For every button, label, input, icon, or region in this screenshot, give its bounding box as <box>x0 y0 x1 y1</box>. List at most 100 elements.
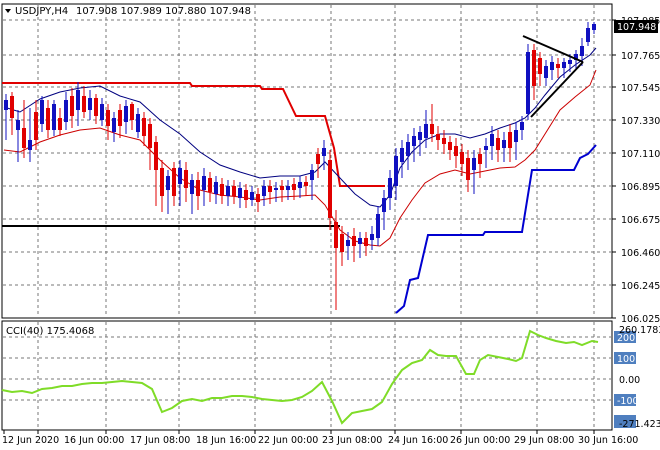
triangle-lower-line <box>530 61 584 118</box>
cci-line <box>1 329 599 425</box>
symbol-label: USDJPY,H4 <box>15 6 68 17</box>
candle-body <box>178 168 182 184</box>
time-label: 24 Jun 16:00 <box>388 435 448 446</box>
candle-body <box>142 118 146 136</box>
cci-max-label: 260.1783 <box>619 325 660 336</box>
candle-body <box>454 146 458 156</box>
candle-body <box>64 100 68 122</box>
candle-body <box>544 66 548 78</box>
main-panel[interactable] <box>1 3 613 319</box>
candle-body <box>94 98 98 116</box>
candle-body <box>382 198 386 212</box>
candle-body <box>538 58 542 74</box>
candle-body <box>334 222 338 248</box>
price-tick-label: 106.675 <box>621 215 660 226</box>
candle-body <box>202 176 206 190</box>
current-price-box <box>614 20 658 33</box>
candle-body <box>160 168 164 196</box>
candle-body <box>298 182 302 188</box>
candle-body <box>100 104 104 120</box>
candle-body <box>370 234 374 240</box>
candle-body <box>586 28 590 42</box>
upper-channel-line <box>2 82 385 187</box>
candle-body <box>592 24 596 30</box>
candle-body <box>442 138 446 144</box>
candle-body <box>196 180 200 196</box>
candle-body <box>268 186 272 192</box>
candle-body <box>460 152 464 164</box>
price-tick-label: 106.245 <box>621 281 660 292</box>
candle-body <box>130 104 134 120</box>
cci-min-label: -271.4239 <box>619 419 660 430</box>
candle-body <box>112 118 116 132</box>
price-tick-label: 107.765 <box>621 51 660 62</box>
candle-body <box>340 234 344 252</box>
candle-body <box>508 132 512 148</box>
candle-body <box>184 170 188 188</box>
candle-body <box>148 124 152 148</box>
candle-body <box>472 158 476 170</box>
candle-body <box>448 142 452 150</box>
candle-body <box>106 110 110 126</box>
candle-body <box>406 142 410 156</box>
lower-channel-line <box>395 144 597 314</box>
candle-body <box>136 114 140 132</box>
candle-body <box>256 194 260 202</box>
candle-body <box>88 98 92 110</box>
candle-body <box>364 238 368 246</box>
cci-panel[interactable] <box>1 320 613 431</box>
candle-body <box>232 186 236 196</box>
cci-level-box <box>614 331 636 343</box>
cci-level-label: 0.00 <box>619 375 640 386</box>
candle-body <box>556 64 560 68</box>
time-label: 22 Jun 00:00 <box>258 435 318 446</box>
candle-body <box>166 176 170 190</box>
candle-body <box>520 122 524 130</box>
cci-indicator-label: CCI(40) 175.4068 <box>6 326 94 337</box>
cci-level-label: 200 <box>617 333 635 344</box>
candle-body <box>118 110 122 126</box>
candle-body <box>574 54 578 60</box>
candle-body <box>16 120 20 130</box>
candle-body <box>430 124 434 134</box>
candle-body <box>10 96 14 118</box>
candle-body <box>322 148 326 156</box>
candle-body <box>550 62 554 70</box>
time-label: 26 Jun 00:00 <box>450 435 510 446</box>
candle-body <box>346 240 350 246</box>
candle-body <box>316 154 320 164</box>
price-tick-label: 106.025 <box>621 314 660 325</box>
price-tick-label: 107.545 <box>621 83 660 94</box>
candle-body <box>4 100 8 110</box>
time-label: 18 Jun 16:00 <box>196 435 256 446</box>
candle-body <box>484 146 488 150</box>
candle-body <box>226 186 230 196</box>
candle-body <box>568 60 572 64</box>
candle-body <box>514 130 518 142</box>
candle-body <box>238 188 242 198</box>
candle-body <box>352 236 356 246</box>
cci-level-label: 100 <box>617 354 635 365</box>
candle-body <box>34 112 38 140</box>
candle-body <box>190 180 194 194</box>
time-label: 23 Jun 08:00 <box>322 435 382 446</box>
triangle-upper-line <box>522 35 584 63</box>
candle-body <box>214 182 218 194</box>
candle-body <box>28 140 32 150</box>
cci-level-label: -100 <box>617 396 639 407</box>
candle-body <box>40 100 44 124</box>
cci-min-box <box>614 415 636 428</box>
price-tick-label: 107.330 <box>621 116 660 127</box>
collapse-arrow-icon[interactable] <box>5 9 11 13</box>
time-label: 16 Jun 00:00 <box>64 435 124 446</box>
candle-body <box>496 138 500 150</box>
candle-body <box>244 190 248 200</box>
candle-body <box>376 214 380 238</box>
candle-body <box>76 90 80 110</box>
candle-body <box>82 96 86 112</box>
candle-body <box>418 132 422 140</box>
candle-body <box>280 186 284 190</box>
candle-body <box>358 238 362 244</box>
ohlc-label: 107.908 107.989 107.880 107.948 <box>76 6 251 17</box>
